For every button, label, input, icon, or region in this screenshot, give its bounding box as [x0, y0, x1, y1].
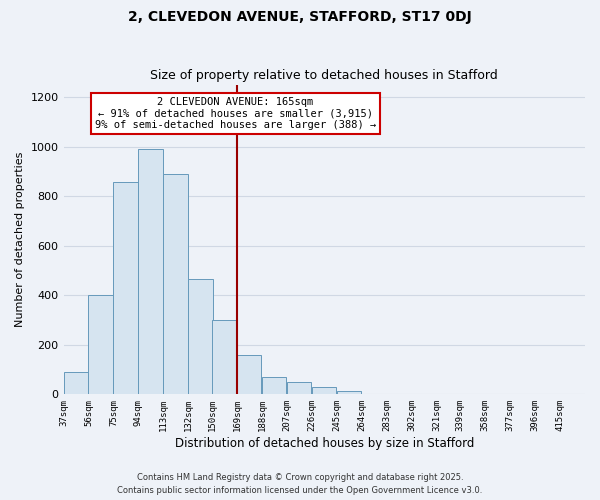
- Bar: [88, 295, 113, 394]
- Y-axis label: Number of detached properties: Number of detached properties: [15, 152, 25, 327]
- Bar: [237, 354, 262, 395]
- Bar: [163, 174, 188, 394]
- Text: 2, CLEVEDON AVENUE, STAFFORD, ST17 0DJ: 2, CLEVEDON AVENUE, STAFFORD, ST17 0DJ: [128, 10, 472, 24]
- Title: Size of property relative to detached houses in Stafford: Size of property relative to detached ho…: [151, 69, 498, 82]
- Text: 2 CLEVEDON AVENUE: 165sqm
← 91% of detached houses are smaller (3,915)
9% of sem: 2 CLEVEDON AVENUE: 165sqm ← 91% of detac…: [95, 97, 376, 130]
- Bar: [262, 377, 286, 394]
- Bar: [188, 279, 213, 394]
- Bar: [337, 390, 361, 394]
- Bar: [287, 382, 311, 394]
- Bar: [113, 182, 138, 394]
- Text: Contains HM Land Registry data © Crown copyright and database right 2025.
Contai: Contains HM Land Registry data © Crown c…: [118, 474, 482, 495]
- Bar: [212, 320, 236, 394]
- X-axis label: Distribution of detached houses by size in Stafford: Distribution of detached houses by size …: [175, 437, 474, 450]
- Bar: [312, 387, 337, 394]
- Bar: [139, 149, 163, 394]
- Bar: [64, 372, 88, 394]
